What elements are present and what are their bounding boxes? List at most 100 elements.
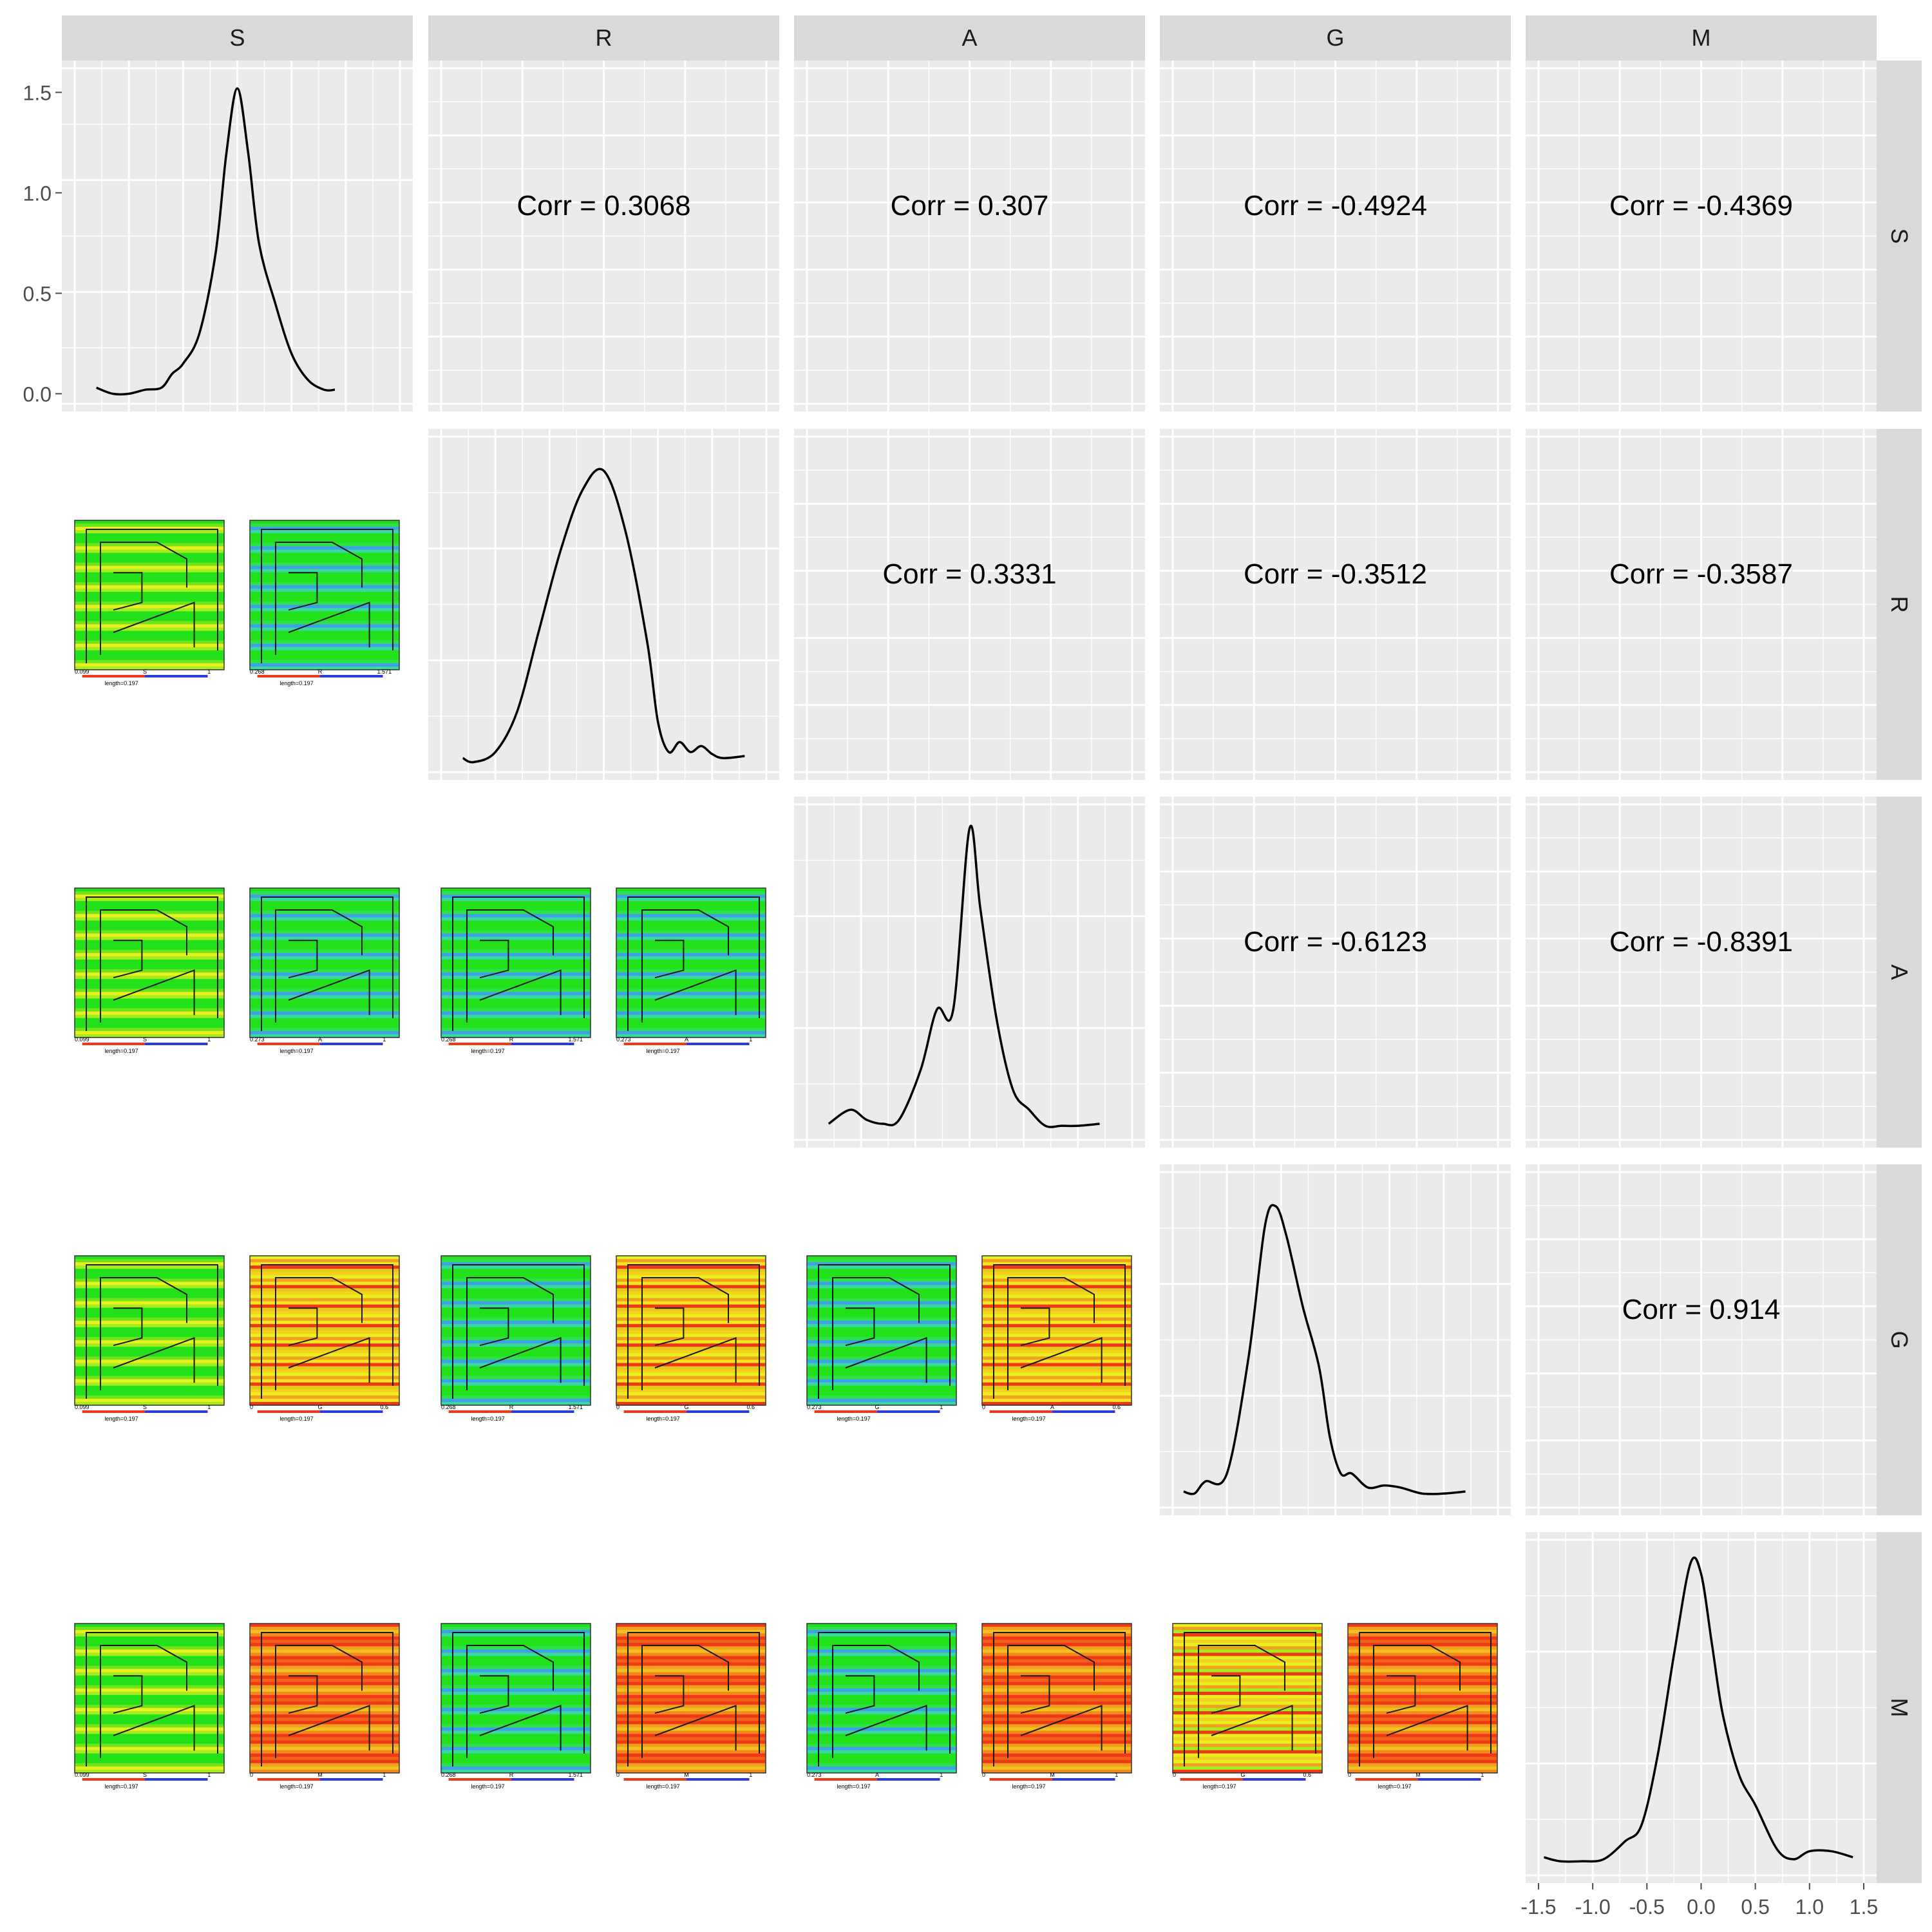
map-band	[75, 927, 224, 931]
map-band	[1173, 1698, 1322, 1702]
map-band	[75, 627, 224, 632]
map-band	[250, 998, 399, 1003]
map-band	[441, 966, 591, 970]
map-band	[807, 1753, 956, 1757]
map-band	[75, 1347, 224, 1350]
map-band	[616, 1388, 766, 1393]
map-band	[75, 917, 224, 922]
map-band	[75, 1024, 224, 1028]
map-scale-var: G	[875, 1404, 880, 1410]
map-band	[250, 1630, 399, 1634]
map-panel-m-s: 0.099 S 1 length=0.197 0 M 1 length=0.197	[74, 1623, 400, 1790]
map-scale-max: 1	[1481, 1772, 1484, 1778]
map-band	[441, 914, 591, 918]
map-band	[982, 1282, 1132, 1285]
map-band	[1173, 1624, 1322, 1627]
map-band	[75, 956, 224, 960]
map-scale-var: S	[143, 1036, 147, 1043]
map-scale-var: G	[1241, 1772, 1245, 1778]
map-frame	[981, 1623, 1132, 1774]
map-band	[616, 1624, 766, 1627]
map-outline	[288, 940, 318, 979]
map-band	[250, 1627, 399, 1631]
map-band	[616, 1304, 766, 1309]
map-band	[250, 572, 399, 576]
map-scale-min: 0	[982, 1772, 985, 1778]
map-scale-min: 0	[1173, 1772, 1176, 1778]
map-band	[75, 1714, 224, 1718]
map-outline	[1007, 1645, 1095, 1758]
map-band	[616, 1727, 766, 1732]
map-band	[616, 1363, 766, 1367]
map-scale-var: R	[509, 1036, 514, 1043]
map-band	[250, 1769, 399, 1774]
map-band	[75, 1698, 224, 1702]
map-band	[441, 943, 591, 947]
map-band	[982, 1766, 1132, 1770]
correlation-label: Corr = -0.4924	[1244, 190, 1427, 222]
map-length-label: length=0.197	[646, 1048, 679, 1054]
map-band	[75, 1646, 224, 1650]
map-band	[441, 1627, 591, 1631]
map-band	[250, 1317, 399, 1321]
map-band	[1348, 1769, 1497, 1774]
map-panel-a-r: 0.268 R 1.571 length=0.197 0.273 A 1 length=0.1…	[440, 887, 766, 1054]
map-band	[1348, 1633, 1497, 1637]
map-band	[807, 1659, 956, 1663]
map-band	[75, 1691, 224, 1696]
map-scale-bar	[257, 1778, 321, 1781]
map-band	[807, 1669, 956, 1673]
map-band	[441, 1337, 591, 1341]
map-band	[250, 1691, 399, 1696]
map-band	[250, 1624, 399, 1627]
map-band	[250, 1734, 399, 1738]
map-band	[441, 1027, 591, 1032]
map-band	[250, 914, 399, 918]
map-band	[75, 966, 224, 970]
map-band	[441, 895, 591, 898]
map-band	[807, 1763, 956, 1767]
map-band	[250, 1636, 399, 1640]
map-scale-bar	[1052, 1410, 1115, 1413]
map-band	[250, 1665, 399, 1670]
map-band	[616, 1366, 766, 1370]
y-tick-label: 0.5	[23, 282, 52, 305]
map-band	[75, 895, 224, 898]
map-band	[807, 1392, 956, 1396]
map-band	[441, 1369, 591, 1374]
map-band	[75, 575, 224, 580]
map-band	[250, 1282, 399, 1285]
map-band	[75, 1262, 224, 1266]
map-band	[250, 533, 399, 537]
map-band	[250, 904, 399, 908]
map-band	[616, 979, 766, 983]
map-band	[250, 1743, 399, 1748]
map-band	[616, 1356, 766, 1360]
map-band	[1173, 1724, 1322, 1728]
map-band	[441, 1688, 591, 1692]
map-outline	[845, 1337, 927, 1383]
row-strip-g: G	[1877, 1164, 1922, 1515]
map-band	[250, 1265, 399, 1269]
map-band	[616, 1034, 766, 1038]
map-band	[250, 614, 399, 618]
map-scale-var: S	[143, 1772, 147, 1778]
map-outline	[261, 529, 393, 663]
map-band	[616, 1008, 766, 1012]
map-band	[807, 1694, 956, 1699]
map-band	[75, 1669, 224, 1673]
map-band	[1173, 1701, 1322, 1705]
map-band	[807, 1314, 956, 1318]
map-band	[441, 898, 591, 902]
map-band	[616, 1021, 766, 1025]
map-band	[75, 640, 224, 645]
map-band	[250, 901, 399, 905]
map-band	[616, 1272, 766, 1276]
map-band	[807, 1298, 956, 1302]
map-band	[982, 1363, 1132, 1367]
map-band	[441, 1356, 591, 1360]
map-band	[441, 1759, 591, 1764]
map-band	[1173, 1759, 1322, 1764]
map-band	[616, 1669, 766, 1673]
map-band	[75, 1730, 224, 1735]
